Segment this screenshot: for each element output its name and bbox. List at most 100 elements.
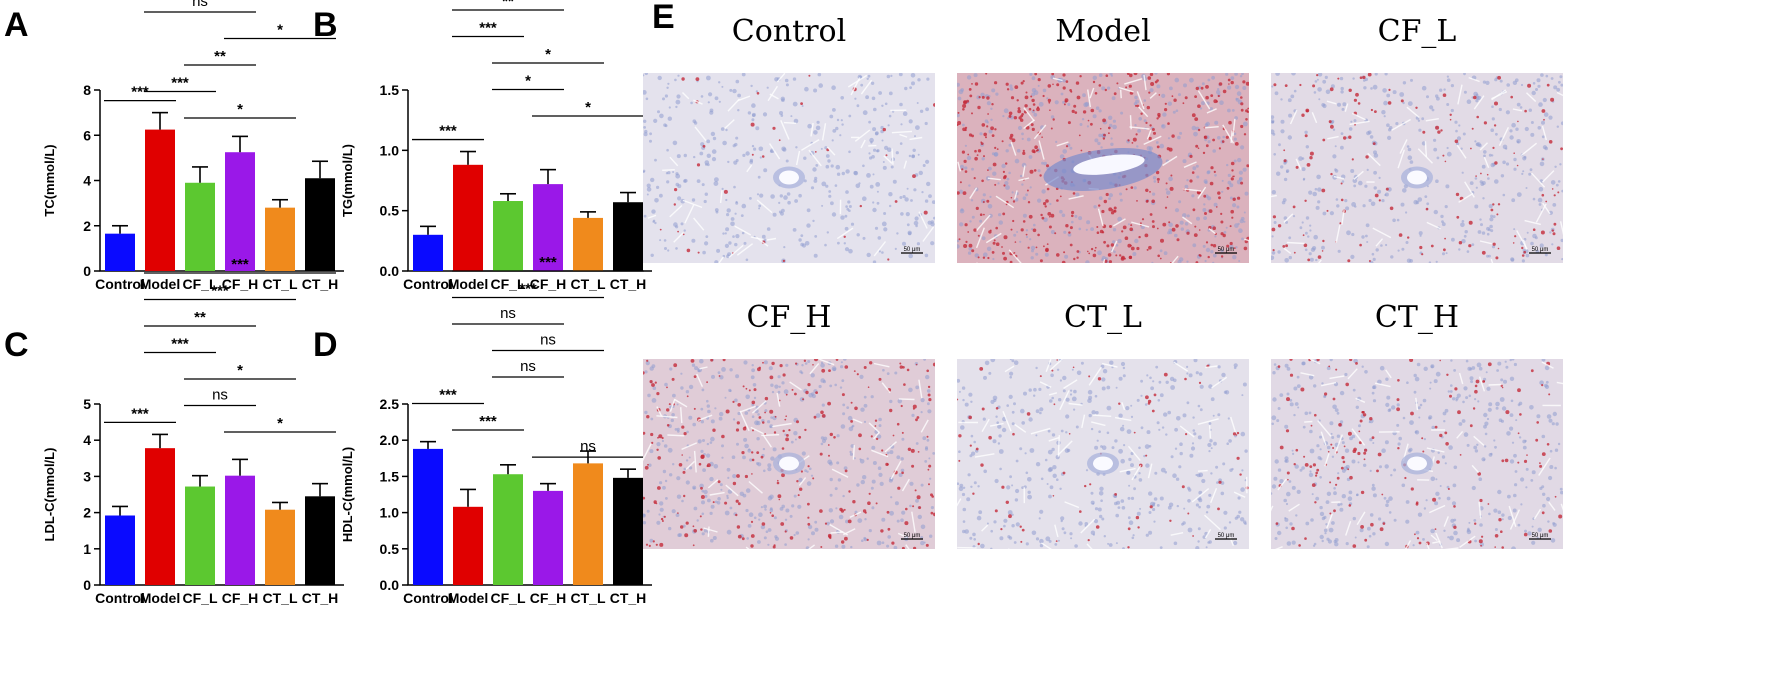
cell-nucleus — [1094, 445, 1099, 450]
significance-label: *** — [439, 387, 457, 404]
lipid-droplet — [1205, 95, 1209, 100]
cell-nucleus — [1075, 192, 1080, 197]
cell-nucleus — [926, 181, 931, 187]
lipid-droplet — [886, 510, 890, 514]
lipid-droplet — [1409, 359, 1414, 362]
lipid-droplet — [1118, 402, 1121, 405]
cell-nucleus — [704, 494, 708, 498]
lipid-droplet — [1414, 533, 1416, 536]
sinusoid — [643, 443, 652, 462]
cell-nucleus — [1175, 477, 1180, 481]
cell-nucleus — [1346, 477, 1351, 482]
cell-nucleus — [1488, 153, 1492, 157]
cell-nucleus — [656, 185, 660, 189]
cell-nucleus — [876, 540, 882, 546]
sinusoid — [1054, 524, 1059, 538]
category-label: CF_L — [183, 276, 218, 292]
cell-nucleus — [1205, 247, 1211, 253]
cell-nucleus — [1041, 161, 1044, 165]
cell-nucleus — [659, 193, 663, 198]
cell-nucleus — [1069, 532, 1073, 536]
cell-nucleus — [672, 140, 678, 146]
cell-nucleus — [751, 144, 755, 148]
sinusoid — [1197, 418, 1219, 425]
lipid-droplet — [1094, 249, 1096, 252]
lipid-droplet — [1445, 442, 1449, 446]
lipid-droplet — [1230, 209, 1234, 214]
cell-nucleus — [831, 366, 837, 372]
lipid-droplet — [1114, 493, 1117, 496]
cell-nucleus — [1312, 544, 1316, 547]
cell-nucleus — [1301, 361, 1306, 366]
cell-nucleus — [1159, 496, 1164, 501]
lipid-droplet — [651, 383, 655, 387]
cell-nucleus — [987, 204, 993, 209]
lipid-droplet — [1359, 243, 1362, 247]
sinusoid — [901, 478, 910, 492]
lipid-droplet — [1517, 432, 1520, 435]
lipid-droplet — [1171, 95, 1174, 98]
cell-nucleus — [869, 184, 874, 189]
cell-nucleus — [1321, 103, 1326, 107]
lipid-droplet — [1156, 79, 1159, 82]
cell-nucleus — [1153, 502, 1156, 505]
cell-nucleus — [1006, 404, 1009, 407]
cell-nucleus — [844, 214, 848, 218]
cell-nucleus — [753, 516, 757, 520]
category-label: CT_L — [571, 276, 606, 292]
cell-nucleus — [1431, 108, 1435, 112]
lipid-droplet — [1194, 95, 1197, 98]
lipid-droplet — [980, 463, 984, 467]
cell-nucleus — [1316, 78, 1319, 81]
cell-nucleus — [908, 253, 913, 259]
sinusoid — [1233, 491, 1246, 498]
scale-bar-label: 50 μm — [1218, 533, 1235, 539]
cell-nucleus — [804, 469, 807, 472]
cell-nucleus — [779, 111, 783, 115]
cell-nucleus — [1363, 463, 1367, 467]
lipid-droplet — [1108, 207, 1113, 212]
sinusoid — [1309, 359, 1321, 365]
cell-nucleus — [1493, 439, 1496, 442]
lipid-droplet — [1240, 181, 1244, 185]
lipid-droplet — [1456, 215, 1460, 219]
cell-nucleus — [1334, 408, 1339, 412]
lipid-droplet — [1283, 159, 1287, 163]
lipid-droplet — [1173, 98, 1177, 102]
cell-nucleus — [1286, 491, 1291, 497]
cell-nucleus — [721, 187, 724, 190]
cell-nucleus — [1539, 243, 1544, 248]
cell-nucleus — [1475, 186, 1478, 189]
cell-nucleus — [1319, 505, 1323, 510]
y-tick-label: 0.0 — [380, 577, 400, 593]
lipid-droplet — [1054, 232, 1057, 235]
cell-nucleus — [1271, 115, 1275, 119]
cell-nucleus — [1507, 494, 1511, 499]
lipid-droplet — [833, 436, 836, 439]
cell-nucleus — [843, 359, 847, 361]
cell-nucleus — [1498, 418, 1503, 423]
y-tick-label: 1.0 — [380, 505, 400, 521]
sinusoid — [656, 406, 663, 417]
cell-nucleus — [1037, 84, 1040, 87]
cell-nucleus — [960, 208, 964, 212]
cell-nucleus — [1095, 411, 1099, 415]
lipid-droplet — [1304, 134, 1308, 138]
lipid-droplet — [1031, 127, 1035, 131]
lipid-droplet — [1156, 177, 1160, 181]
lipid-droplet — [1197, 147, 1200, 149]
sinusoid — [1004, 365, 1015, 373]
lipid-droplet — [1149, 213, 1153, 216]
sinusoid — [1087, 89, 1091, 108]
cell-nucleus — [1025, 193, 1028, 197]
cell-nucleus — [1494, 179, 1499, 184]
cell-nucleus — [1463, 234, 1467, 238]
cell-nucleus — [742, 153, 746, 157]
cell-nucleus — [693, 155, 696, 159]
lipid-droplet — [1026, 412, 1031, 416]
cell-nucleus — [1132, 252, 1137, 256]
cell-nucleus — [1140, 426, 1144, 430]
lipid-droplet — [1379, 527, 1384, 532]
cell-nucleus — [1097, 507, 1102, 512]
cell-nucleus — [1073, 408, 1076, 411]
